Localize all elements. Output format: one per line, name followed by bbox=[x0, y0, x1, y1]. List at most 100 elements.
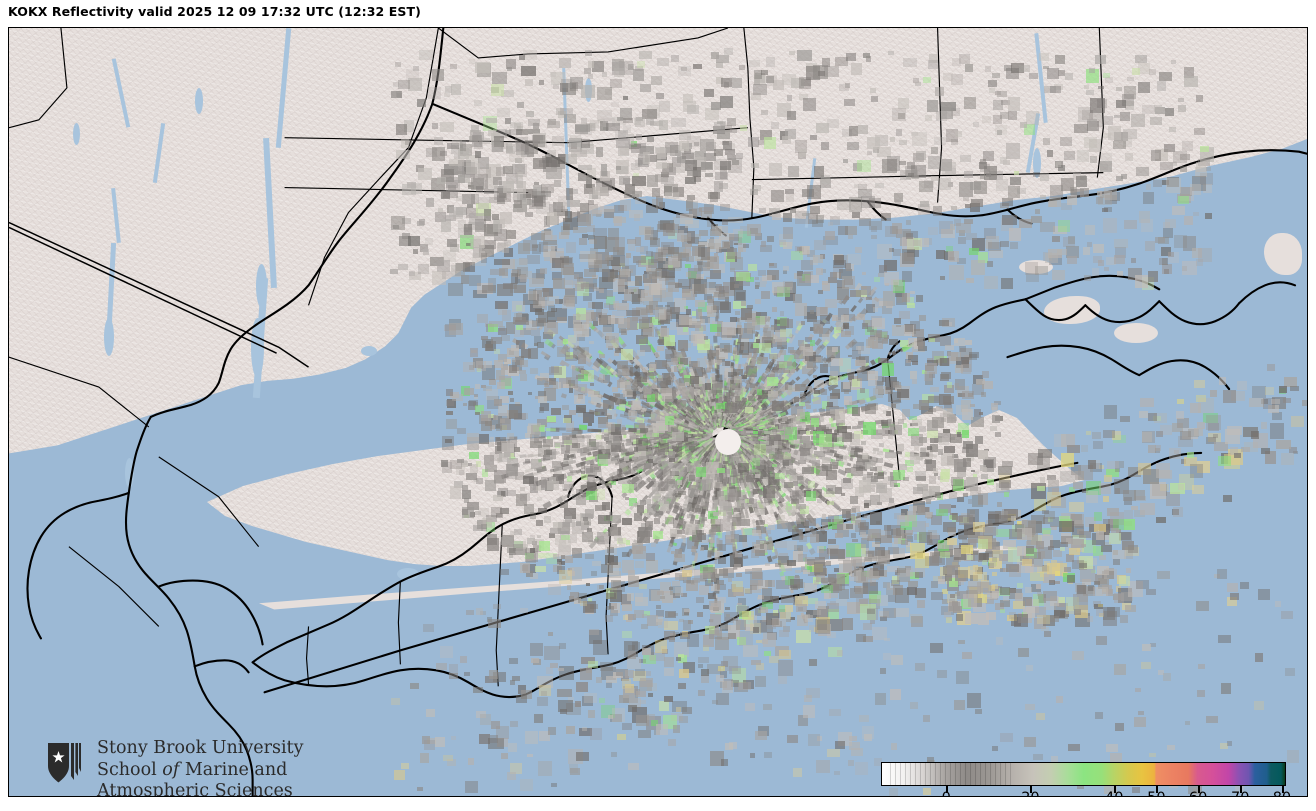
radar-echo-cell bbox=[744, 616, 753, 627]
radar-echo-cell bbox=[711, 384, 722, 393]
radar-echo-cell bbox=[602, 319, 615, 332]
radar-echo-cell bbox=[532, 289, 542, 298]
radar-echo-cell bbox=[588, 428, 594, 432]
radar-echo-cell bbox=[660, 487, 665, 492]
radar-echo-cell bbox=[892, 542, 898, 548]
radar-echo-cell bbox=[913, 404, 919, 410]
radar-echo-cell bbox=[908, 415, 917, 421]
radar-echo-cell bbox=[470, 347, 479, 357]
radar-echo-cell bbox=[554, 441, 564, 448]
radar-echo-cell bbox=[481, 385, 486, 389]
radar-echo-cell bbox=[734, 310, 740, 315]
radar-echo-cell bbox=[527, 538, 536, 545]
radar-echo-cell bbox=[507, 390, 513, 395]
radar-echo-cell bbox=[591, 571, 597, 576]
radar-echo-cell bbox=[599, 353, 605, 358]
radar-echo-cell bbox=[940, 335, 952, 347]
lake bbox=[397, 568, 419, 580]
radar-echo-cell bbox=[734, 507, 741, 512]
radar-echo-cell bbox=[490, 506, 502, 517]
radar-echo-cell bbox=[649, 456, 661, 464]
radar-echo-cell bbox=[595, 404, 609, 413]
radar-echo-cell bbox=[481, 469, 489, 477]
radar-echo-cell bbox=[953, 337, 966, 346]
radar-echo-cell bbox=[677, 479, 683, 486]
radar-echo-cell bbox=[640, 449, 653, 459]
radar-echo-cell bbox=[620, 329, 627, 335]
radar-echo-cell bbox=[621, 594, 631, 605]
radar-echo-cell bbox=[796, 521, 809, 529]
radar-echo-cell bbox=[530, 573, 539, 580]
radar-echo-cell bbox=[849, 434, 861, 446]
radar-echo-cell bbox=[620, 442, 625, 447]
radar-echo-cell bbox=[627, 286, 639, 295]
radar-echo-cell bbox=[594, 391, 600, 396]
radar-echo-cell bbox=[818, 414, 823, 419]
radar-echo-cell bbox=[973, 470, 980, 475]
radar-echo-layer bbox=[9, 28, 1307, 796]
radar-echo-cell bbox=[930, 443, 938, 452]
radar-echo-cell bbox=[713, 264, 726, 273]
radar-echo-cell bbox=[757, 392, 768, 399]
radar-echo-cell bbox=[578, 425, 587, 431]
radar-echo-cell bbox=[776, 341, 788, 350]
radar-echo-cell bbox=[843, 389, 850, 395]
radar-echo-cell bbox=[701, 544, 709, 550]
radar-echo-cell bbox=[530, 440, 542, 448]
radar-echo-cell bbox=[943, 384, 954, 394]
radar-echo-cell bbox=[637, 393, 644, 401]
radar-echo-cell bbox=[797, 340, 804, 346]
radar-echo-cell bbox=[796, 321, 803, 326]
radar-echo-cell bbox=[847, 354, 853, 358]
radar-echo-cell bbox=[559, 349, 565, 355]
radar-echo-cell bbox=[687, 514, 693, 519]
radar-echo-cell bbox=[640, 391, 647, 400]
radar-echo-cell bbox=[534, 343, 539, 346]
radar-echo-cell bbox=[802, 366, 813, 375]
radar-echo-cell bbox=[499, 418, 511, 430]
radar-echo-cell bbox=[572, 493, 579, 500]
radar-echo-cell bbox=[656, 345, 665, 351]
radar-echo-cell bbox=[806, 610, 819, 618]
radar-echo-cell bbox=[944, 345, 955, 351]
radar-echo-cell bbox=[871, 428, 884, 440]
radar-echo-cell bbox=[800, 393, 812, 404]
radar-echo-cell bbox=[566, 475, 573, 482]
radar-echo-cell bbox=[577, 449, 584, 454]
radar-echo-cell bbox=[695, 519, 700, 524]
radar-echo-cell bbox=[771, 554, 778, 560]
radar-echo-cell bbox=[812, 375, 818, 379]
radar-echo-cell bbox=[733, 368, 743, 375]
radar-echo-cell bbox=[467, 463, 472, 466]
radar-echo-cell bbox=[761, 471, 770, 479]
radar-echo-cell bbox=[813, 446, 817, 451]
radar-echo-cell bbox=[758, 579, 769, 589]
radar-echo-cell bbox=[563, 339, 568, 344]
radar-echo-cell bbox=[560, 393, 568, 399]
radar-echo-cell bbox=[769, 448, 779, 460]
radar-echo-cell bbox=[876, 480, 883, 485]
radar-echo-cell bbox=[927, 430, 939, 439]
map-frame[interactable]: Stony Brook University School of Marine … bbox=[8, 27, 1308, 797]
radar-echo-cell bbox=[723, 568, 735, 578]
radar-echo-cell bbox=[520, 454, 528, 458]
radar-echo-cell bbox=[602, 374, 611, 384]
radar-echo-cell bbox=[821, 283, 831, 292]
radar-echo-cell bbox=[608, 345, 613, 350]
radar-echo-cell bbox=[525, 320, 537, 330]
radar-echo-cell bbox=[576, 405, 586, 414]
radar-echo-cell bbox=[515, 472, 525, 480]
radar-echo-cell bbox=[501, 335, 510, 341]
radar-echo-cell bbox=[466, 433, 479, 442]
radar-echo-cell bbox=[542, 439, 554, 448]
map-canvas[interactable]: Stony Brook University School of Marine … bbox=[9, 28, 1307, 796]
radar-echo-cell bbox=[919, 314, 927, 322]
radar-echo-cell bbox=[587, 598, 592, 602]
radar-echo-cell bbox=[962, 446, 969, 454]
radar-echo-cell bbox=[527, 391, 533, 395]
radar-echo-cell bbox=[546, 427, 557, 431]
radar-echo-cell bbox=[808, 547, 816, 554]
radar-echo-cell bbox=[645, 498, 651, 504]
radar-echo-cell bbox=[733, 456, 740, 462]
radar-echo-cell bbox=[514, 355, 524, 365]
